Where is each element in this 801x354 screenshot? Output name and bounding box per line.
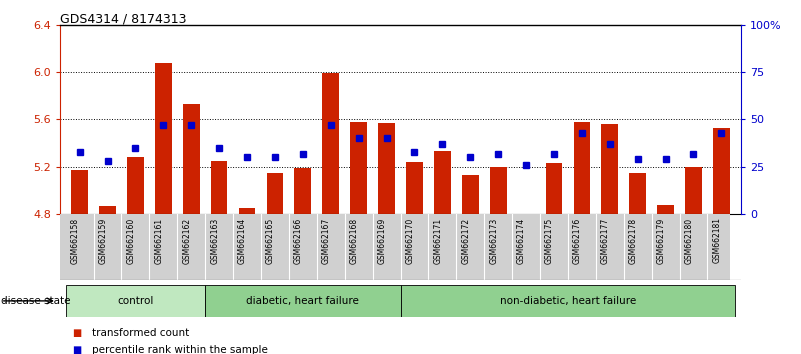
Text: GSM662164: GSM662164	[238, 217, 247, 264]
Text: GSM662172: GSM662172	[461, 217, 470, 264]
Text: GSM662177: GSM662177	[601, 217, 610, 264]
Bar	[127, 157, 144, 214]
Bar	[400, 285, 735, 317]
Bar	[574, 122, 590, 214]
Text: GSM662176: GSM662176	[573, 217, 582, 264]
Bar	[99, 206, 116, 214]
Text: GSM662165: GSM662165	[266, 217, 275, 264]
Text: GSM662169: GSM662169	[377, 217, 387, 264]
Bar	[211, 161, 227, 214]
Bar	[66, 285, 205, 317]
Bar	[295, 168, 312, 214]
Text: GSM662178: GSM662178	[629, 217, 638, 264]
Text: GSM662174: GSM662174	[517, 217, 526, 264]
Text: GSM662167: GSM662167	[322, 217, 331, 264]
Text: GSM662168: GSM662168	[350, 217, 359, 264]
Bar	[322, 73, 339, 214]
Text: GSM662160: GSM662160	[127, 217, 135, 264]
Bar	[657, 205, 674, 214]
Bar	[71, 170, 88, 214]
Text: GSM662175: GSM662175	[545, 217, 554, 264]
Bar	[406, 162, 423, 214]
Bar	[545, 163, 562, 214]
Text: GSM662180: GSM662180	[685, 217, 694, 264]
Text: GSM662181: GSM662181	[712, 217, 722, 263]
Bar	[602, 124, 618, 214]
Bar	[434, 152, 451, 214]
Text: GSM662163: GSM662163	[210, 217, 219, 264]
Text: control: control	[117, 296, 154, 306]
Bar	[239, 208, 256, 214]
Text: transformed count: transformed count	[92, 328, 189, 338]
Text: GSM662179: GSM662179	[657, 217, 666, 264]
Bar	[155, 63, 171, 214]
Bar	[350, 122, 367, 214]
Bar	[183, 104, 199, 214]
Text: GSM662162: GSM662162	[182, 217, 191, 264]
Text: GSM662170: GSM662170	[405, 217, 414, 264]
Bar	[713, 128, 730, 214]
Bar	[630, 173, 646, 214]
Bar	[205, 285, 400, 317]
Text: GSM662171: GSM662171	[433, 217, 442, 264]
Text: GSM662161: GSM662161	[155, 217, 163, 264]
Text: GSM662166: GSM662166	[294, 217, 303, 264]
Text: GDS4314 / 8174313: GDS4314 / 8174313	[60, 12, 187, 25]
Bar	[462, 175, 479, 214]
Text: GSM662158: GSM662158	[70, 217, 79, 264]
Bar	[489, 167, 506, 214]
Text: non-diabetic, heart failure: non-diabetic, heart failure	[500, 296, 636, 306]
Text: diabetic, heart failure: diabetic, heart failure	[247, 296, 360, 306]
Bar	[267, 173, 284, 214]
Text: percentile rank within the sample: percentile rank within the sample	[92, 346, 268, 354]
Text: GSM662173: GSM662173	[489, 217, 498, 264]
Text: ■: ■	[72, 328, 82, 338]
Bar	[685, 167, 702, 214]
Text: GSM662159: GSM662159	[99, 217, 107, 264]
Text: disease state: disease state	[1, 296, 70, 306]
Text: ■: ■	[72, 346, 82, 354]
Bar	[378, 123, 395, 214]
